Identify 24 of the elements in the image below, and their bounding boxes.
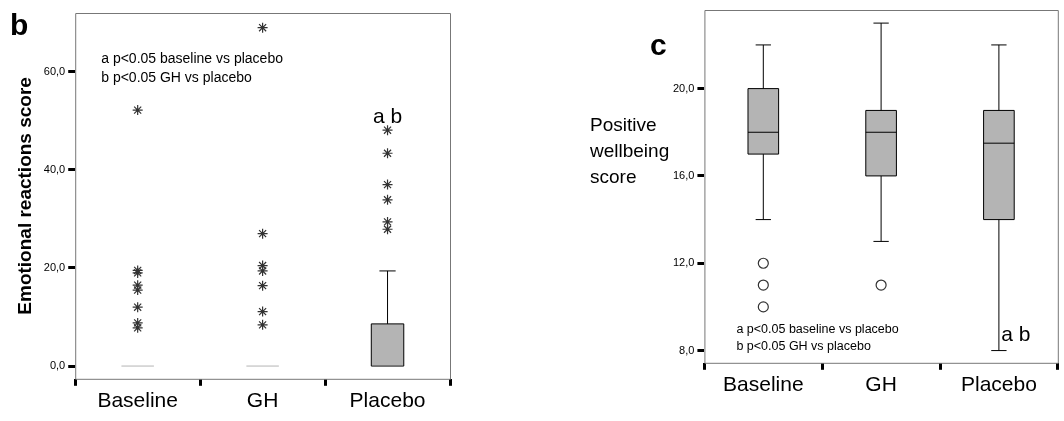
text: c	[650, 28, 667, 62]
y-tick-label: 40,0	[43, 162, 66, 175]
x-tick-label: GH	[246, 388, 279, 412]
y-tick-label: 8,0	[679, 343, 695, 356]
annotation: a p<0.05 baseline vs placebo	[101, 50, 284, 66]
y-tick-label: 20,0	[672, 81, 695, 94]
y-tick-label: 60,0	[43, 64, 66, 77]
y-tick-label: 0,0	[49, 359, 66, 372]
annotation: a b	[1001, 321, 1031, 345]
x-tick-label: GH	[865, 372, 897, 396]
y-axis-title: Positive wellbeing score	[590, 114, 670, 187]
x-tick-label: Placebo	[349, 388, 426, 412]
x-tick-label: Placebo	[960, 372, 1037, 396]
y-tick-label: 16,0	[672, 168, 695, 181]
x-tick-label: Baseline	[723, 372, 804, 396]
annotation: a b	[372, 104, 403, 127]
y-tick-label: 20,0	[43, 261, 66, 274]
y-axis-title: Emotional reactions score	[13, 77, 35, 315]
annotation: a p<0.05 baseline vs placebo	[736, 321, 899, 336]
annotation: b p<0.05 GH vs placebo	[736, 338, 871, 353]
y-tick-label: 12,0	[672, 256, 695, 269]
chart-title: b	[10, 8, 29, 42]
x-tick-label: Baseline	[97, 388, 178, 412]
annotation: b p<0.05 GH vs placebo	[101, 69, 253, 85]
